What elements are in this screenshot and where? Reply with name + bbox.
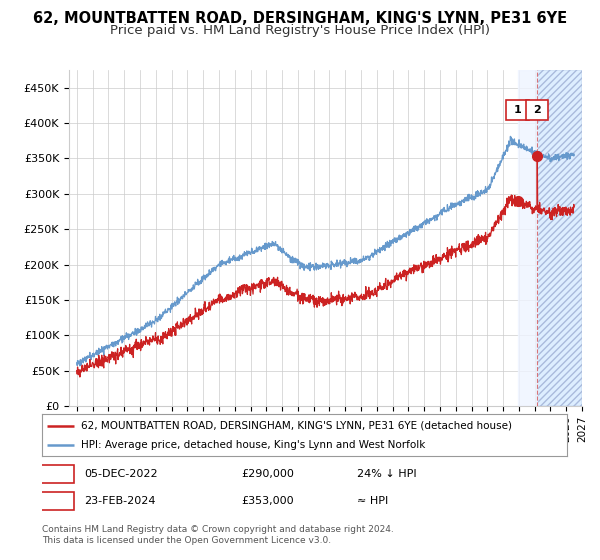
Text: £353,000: £353,000 <box>241 496 294 506</box>
FancyBboxPatch shape <box>526 100 548 120</box>
Text: 62, MOUNTBATTEN ROAD, DERSINGHAM, KING'S LYNN, PE31 6YE: 62, MOUNTBATTEN ROAD, DERSINGHAM, KING'S… <box>33 11 567 26</box>
Text: HPI: Average price, detached house, King's Lynn and West Norfolk: HPI: Average price, detached house, King… <box>82 440 426 450</box>
Bar <box>518 70 537 406</box>
Bar <box>537 70 582 406</box>
Text: £290,000: £290,000 <box>241 469 295 479</box>
Text: Contains HM Land Registry data © Crown copyright and database right 2024.
This d: Contains HM Land Registry data © Crown c… <box>42 525 394 545</box>
FancyBboxPatch shape <box>40 492 74 510</box>
Text: 05-DEC-2022: 05-DEC-2022 <box>84 469 158 479</box>
Text: 62, MOUNTBATTEN ROAD, DERSINGHAM, KING'S LYNN, PE31 6YE (detached house): 62, MOUNTBATTEN ROAD, DERSINGHAM, KING'S… <box>82 421 512 431</box>
Text: 1: 1 <box>52 469 60 479</box>
Text: Price paid vs. HM Land Registry's House Price Index (HPI): Price paid vs. HM Land Registry's House … <box>110 24 490 36</box>
Text: 23-FEB-2024: 23-FEB-2024 <box>84 496 155 506</box>
Text: 1: 1 <box>514 105 521 115</box>
FancyBboxPatch shape <box>506 100 529 120</box>
FancyBboxPatch shape <box>40 465 74 483</box>
Text: ≈ HPI: ≈ HPI <box>357 496 388 506</box>
Text: 24% ↓ HPI: 24% ↓ HPI <box>357 469 416 479</box>
Bar <box>537 70 582 406</box>
Text: 2: 2 <box>52 496 60 506</box>
Text: 2: 2 <box>533 105 541 115</box>
